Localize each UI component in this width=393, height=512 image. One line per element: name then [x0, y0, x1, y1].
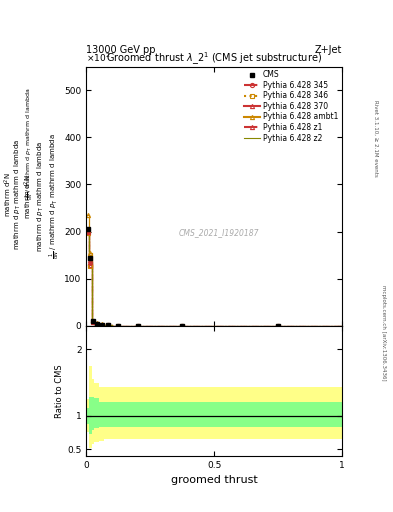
- Text: $\frac{1}{\mathrm{d}N}$ / mathrm d $p_\mathrm{T}$ mathrm d lambda: $\frac{1}{\mathrm{d}N}$ / mathrm d $p_\m…: [24, 87, 35, 200]
- Text: CMS_2021_I1920187: CMS_2021_I1920187: [179, 228, 259, 237]
- X-axis label: groomed thrust: groomed thrust: [171, 475, 257, 485]
- Legend: CMS, Pythia 6.428 345, Pythia 6.428 346, Pythia 6.428 370, Pythia 6.428 ambt1, P: CMS, Pythia 6.428 345, Pythia 6.428 346,…: [243, 69, 340, 144]
- Text: Rivet 3.1.10, ≥ 2.1M events: Rivet 3.1.10, ≥ 2.1M events: [373, 100, 378, 177]
- Y-axis label: mathrm d$^2$N
mathrm d $p_\mathrm{T}$ mathrm d lambda
$\frac{1}{\mathrm{d}N}$ / : mathrm d$^2$N mathrm d $p_\mathrm{T}$ ma…: [23, 134, 62, 259]
- Y-axis label: Ratio to CMS: Ratio to CMS: [55, 364, 64, 418]
- Text: mcplots.cern.ch [arXiv:1306.3436]: mcplots.cern.ch [arXiv:1306.3436]: [381, 285, 386, 380]
- Text: mathrm d $p_\mathrm{T}$ mathrm d lambda: mathrm d $p_\mathrm{T}$ mathrm d lambda: [13, 139, 23, 250]
- Text: 13000 GeV pp: 13000 GeV pp: [86, 45, 156, 55]
- Text: mathrm d$^2$N: mathrm d$^2$N: [2, 173, 13, 217]
- Text: $\times10^{2}$: $\times10^{2}$: [86, 52, 111, 64]
- Title: Groomed thrust $\lambda\_2^1$ (CMS jet substructure): Groomed thrust $\lambda\_2^1$ (CMS jet s…: [106, 50, 322, 67]
- Text: Z+Jet: Z+Jet: [314, 45, 342, 55]
